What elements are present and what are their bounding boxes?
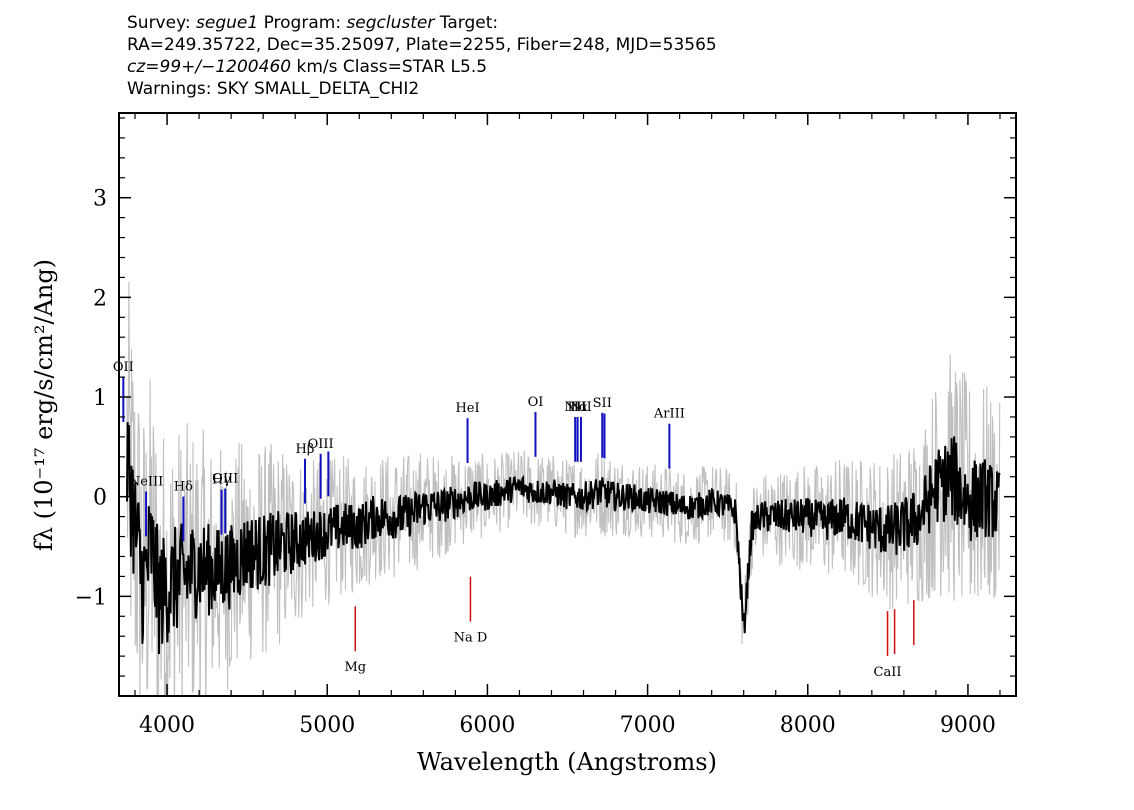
header-line-coordinates: RA=249.35722, Dec=35.25097, Plate=2255, …	[127, 35, 717, 55]
error-series-line	[126, 281, 1001, 696]
spectrum-header: Survey: segue1 Program: segcluster Targe…	[127, 12, 717, 100]
absorption-line-label: CaII	[874, 665, 902, 680]
absorption-line-label: Mg	[344, 660, 366, 675]
emission-line-label: HeI	[455, 401, 479, 416]
y-tick-label: 0	[93, 486, 107, 511]
emission-line-label: OI	[528, 395, 544, 410]
emission-line-label: ArIII	[653, 407, 685, 422]
x-tick-label: 7000	[620, 713, 676, 738]
emission-line-label: OIII	[212, 472, 238, 487]
y-tick-label: −1	[75, 585, 107, 610]
x-axis-title: Wavelength (Angstroms)	[417, 748, 717, 776]
plot-frame	[118, 112, 1017, 697]
y-tick-label: 2	[93, 286, 107, 311]
emission-line-label: SII	[593, 396, 612, 411]
tick-layer: 4000 5000 6000 7000 8000 9000 −1 0 1 2 3	[75, 113, 1016, 738]
header-line-redshift: cz=99+/−1200460 km/s Class=STAR L5.5	[127, 56, 717, 78]
data-layer	[126, 281, 1001, 696]
emission-line-label: Hα	[568, 400, 588, 415]
emission-line-label: OII	[113, 360, 134, 375]
flux-series-line	[126, 422, 1001, 655]
y-tick-label: 1	[93, 386, 107, 411]
emission-line-label: Hδ	[174, 479, 193, 494]
emission-line-label: NeIII	[129, 475, 163, 490]
survey-value: segue1	[196, 13, 259, 33]
program-value: segcluster	[346, 13, 435, 33]
x-tick-label: 4000	[139, 713, 195, 738]
header-line-survey: Survey: segue1 Program: segcluster Targe…	[127, 12, 717, 34]
x-tick-label: 9000	[940, 713, 996, 738]
x-tick-label: 5000	[299, 713, 355, 738]
x-tick-label: 8000	[780, 713, 836, 738]
x-tick-label: 6000	[459, 713, 515, 738]
emission-line-label: NII	[564, 400, 586, 415]
emission-line-label: Hγ	[212, 473, 231, 488]
survey-prefix: Survey:	[127, 13, 197, 33]
class-value: km/s Class=STAR L5.5	[291, 57, 488, 77]
y-tick-label: 3	[93, 187, 107, 212]
cz-value: cz=99+/−1200460	[127, 57, 292, 77]
emission-line-label: OIII	[308, 437, 334, 452]
program-prefix: Program:	[258, 13, 347, 33]
y-axis-title: fλ (10⁻¹⁷ erg/s/cm²/Ang)	[30, 259, 58, 551]
header-line-warnings: Warnings: SKY SMALL_DELTA_CHI2	[127, 79, 420, 99]
target-label: Target:	[434, 13, 499, 33]
absorption-line-label: Na D	[454, 631, 488, 646]
emission-line-label: NII	[570, 400, 592, 415]
emission-line-label: Hβ	[296, 442, 315, 457]
